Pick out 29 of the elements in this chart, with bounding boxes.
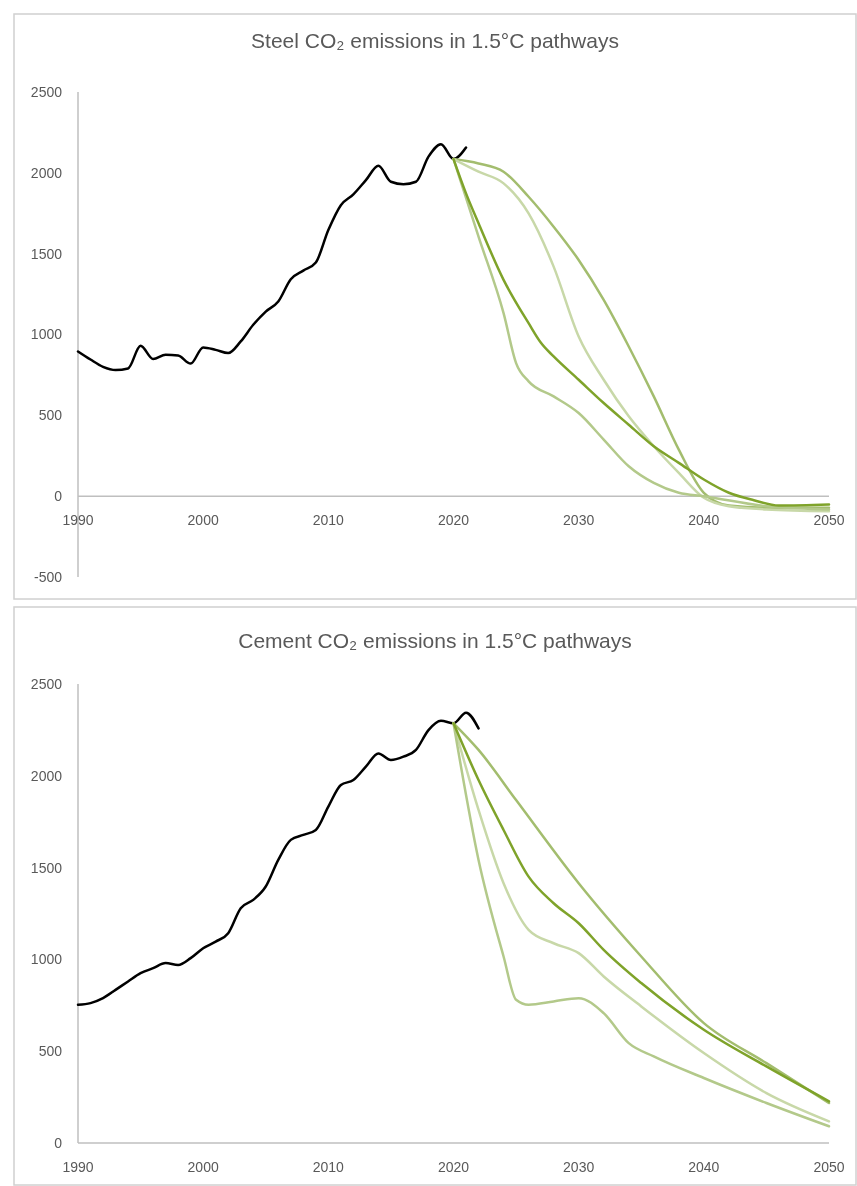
y-tick-label: -500 (33, 568, 63, 585)
x-tick-label: 2050 (813, 1159, 845, 1175)
y-tick-label: 1500 (30, 859, 63, 876)
x-tick-label: 2030 (563, 1159, 595, 1175)
x-tick-label: 2000 (187, 1159, 219, 1175)
x-tick-label: 2050 (813, 512, 845, 529)
y-tick-label: 2000 (30, 767, 63, 784)
chart-title: Cement CO₂ emissions in 1.5°C pathways (238, 629, 632, 652)
x-tick-label: 2040 (688, 1159, 720, 1175)
chart-title: Steel CO₂ emissions in 1.5°C pathways (251, 29, 619, 52)
x-tick-label: 2010 (312, 1159, 345, 1175)
x-tick-label: 2040 (688, 512, 720, 529)
y-tick-label: 0 (54, 1134, 63, 1151)
y-tick-label: 2500 (30, 83, 63, 100)
x-tick-label: 2000 (187, 512, 219, 529)
y-tick-label: 2000 (30, 164, 63, 181)
y-tick-label: 2500 (30, 675, 63, 692)
y-tick-label: 0 (54, 488, 63, 505)
x-tick-label: 2020 (437, 1159, 470, 1175)
y-tick-label: 1000 (30, 326, 63, 343)
x-tick-label: 2010 (312, 512, 345, 529)
x-tick-label: 2020 (437, 512, 470, 529)
y-tick-label: 500 (38, 407, 63, 424)
y-tick-label: 1500 (30, 245, 63, 262)
x-tick-label: 1990 (62, 512, 94, 529)
y-tick-label: 500 (38, 1043, 63, 1060)
y-tick-label: 1000 (30, 951, 63, 968)
x-tick-label: 1990 (62, 1159, 94, 1175)
x-tick-label: 2030 (563, 512, 595, 529)
